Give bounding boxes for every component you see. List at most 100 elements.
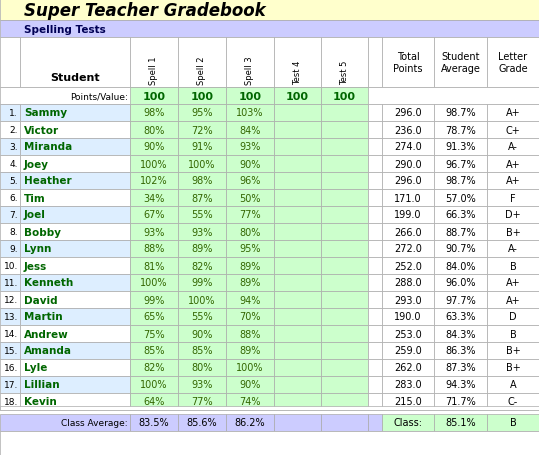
Bar [434, 172, 487, 190]
Bar [0, 241, 20, 258]
Bar [20, 359, 130, 376]
Bar [0, 406, 539, 410]
Text: Test 4: Test 4 [293, 61, 302, 85]
Bar [487, 308, 539, 325]
Bar [321, 291, 368, 308]
Bar [130, 274, 178, 291]
Bar [130, 291, 178, 308]
Bar [434, 223, 487, 241]
Text: 190.0: 190.0 [394, 312, 421, 322]
Text: 75%: 75% [143, 329, 165, 339]
Text: 95%: 95% [191, 108, 213, 118]
Bar [368, 308, 382, 325]
Bar [434, 156, 487, 172]
Bar [130, 258, 178, 274]
Text: Class:: Class: [393, 418, 423, 428]
Bar [226, 274, 274, 291]
Text: 91%: 91% [191, 142, 213, 152]
Text: Lillian: Lillian [24, 379, 60, 389]
Bar [487, 342, 539, 359]
Text: 71.7%: 71.7% [445, 397, 476, 407]
Bar [487, 291, 539, 308]
Text: 87%: 87% [191, 193, 213, 203]
Bar [434, 359, 487, 376]
Bar [0, 376, 20, 393]
Bar [321, 207, 368, 223]
Bar [321, 376, 368, 393]
Bar [382, 376, 434, 393]
Bar [368, 325, 382, 342]
Bar [368, 342, 382, 359]
Text: 67%: 67% [143, 210, 165, 220]
Text: 95%: 95% [239, 244, 261, 254]
Bar [178, 274, 226, 291]
Bar [0, 139, 20, 156]
Bar [368, 223, 382, 241]
Text: 88%: 88% [239, 329, 261, 339]
Bar [226, 258, 274, 274]
Text: 100%: 100% [140, 379, 168, 389]
Text: 77%: 77% [239, 210, 261, 220]
Text: 82%: 82% [191, 261, 213, 271]
Bar [382, 342, 434, 359]
Text: 102%: 102% [140, 176, 168, 186]
Bar [382, 325, 434, 342]
Text: A-: A- [508, 244, 518, 254]
Text: Class Average:: Class Average: [61, 418, 128, 427]
Bar [382, 308, 434, 325]
Text: 7.: 7. [9, 211, 18, 219]
Text: Bobby: Bobby [24, 227, 61, 237]
Bar [20, 172, 130, 190]
Bar [178, 393, 226, 410]
Text: 34%: 34% [143, 193, 165, 203]
Bar [0, 342, 20, 359]
Bar [274, 105, 321, 122]
Bar [178, 105, 226, 122]
Text: 63.3%: 63.3% [445, 312, 476, 322]
Text: 13.: 13. [4, 312, 18, 321]
Text: Martin: Martin [24, 312, 63, 322]
Bar [226, 139, 274, 156]
Bar [321, 274, 368, 291]
Text: 80%: 80% [239, 227, 261, 237]
Text: Test 5: Test 5 [340, 61, 349, 85]
Text: 283.0: 283.0 [394, 379, 422, 389]
Bar [434, 325, 487, 342]
Bar [487, 139, 539, 156]
Text: 80%: 80% [143, 125, 165, 135]
Text: 14.: 14. [4, 329, 18, 338]
Text: 4.: 4. [10, 160, 18, 169]
Bar [178, 291, 226, 308]
Bar [274, 325, 321, 342]
Text: 55%: 55% [191, 210, 213, 220]
Bar [226, 88, 274, 105]
Text: 96.0%: 96.0% [445, 278, 476, 288]
Bar [178, 223, 226, 241]
Bar [434, 274, 487, 291]
Bar [226, 414, 274, 431]
Bar [20, 207, 130, 223]
Text: 90%: 90% [191, 329, 213, 339]
Text: David: David [24, 295, 58, 305]
Bar [130, 156, 178, 172]
Bar [130, 414, 178, 431]
Bar [382, 122, 434, 139]
Text: 290.0: 290.0 [394, 159, 422, 169]
Text: B: B [510, 329, 516, 339]
Text: 274.0: 274.0 [394, 142, 422, 152]
Text: Total
Points: Total Points [393, 52, 423, 74]
Bar [434, 342, 487, 359]
Text: B+: B+ [506, 227, 520, 237]
Bar [368, 156, 382, 172]
Text: 215.0: 215.0 [394, 397, 422, 407]
Text: 50%: 50% [239, 193, 261, 203]
Text: Miranda: Miranda [24, 142, 72, 152]
Bar [0, 0, 539, 21]
Text: 3.: 3. [9, 143, 18, 152]
Text: C-: C- [508, 397, 518, 407]
Text: 296.0: 296.0 [394, 176, 422, 186]
Bar [382, 105, 434, 122]
Text: 253.0: 253.0 [394, 329, 422, 339]
Bar [274, 207, 321, 223]
Text: 85%: 85% [143, 346, 165, 356]
